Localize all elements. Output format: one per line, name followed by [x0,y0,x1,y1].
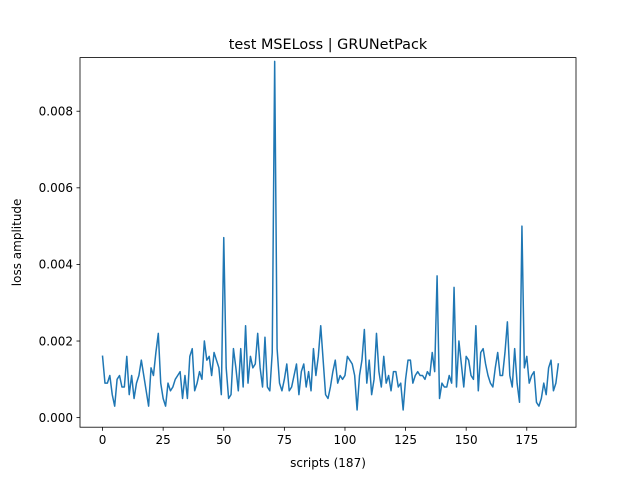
x-axis-label: scripts (187) [290,456,366,470]
x-tick-label: 175 [515,433,538,447]
axes-frame [79,57,577,428]
series-line-0 [101,60,560,411]
chart-title: test MSELoss | GRUNetPack [229,37,428,53]
y-axis-label: loss amplitude [10,199,24,287]
y-tick-label: 0.000 [39,411,73,425]
x-tick-label: 150 [455,433,478,447]
plot-area [101,60,560,411]
x-tick-label: 50 [216,433,231,447]
x-tick-label: 75 [277,433,292,447]
y-tick-label: 0.008 [39,105,73,119]
y-axis: 0.000 0.002 0.004 0.006 0.008 [39,105,80,425]
y-tick-label: 0.006 [39,181,73,195]
x-tick-label: 0 [99,433,107,447]
y-tick-label: 0.004 [39,258,73,272]
x-axis: 0 25 50 75 100 125 150 175 [99,427,538,447]
x-tick-label: 100 [334,433,357,447]
x-tick-label: 125 [394,433,417,447]
x-tick-label: 25 [156,433,171,447]
y-tick-label: 0.002 [39,334,73,348]
